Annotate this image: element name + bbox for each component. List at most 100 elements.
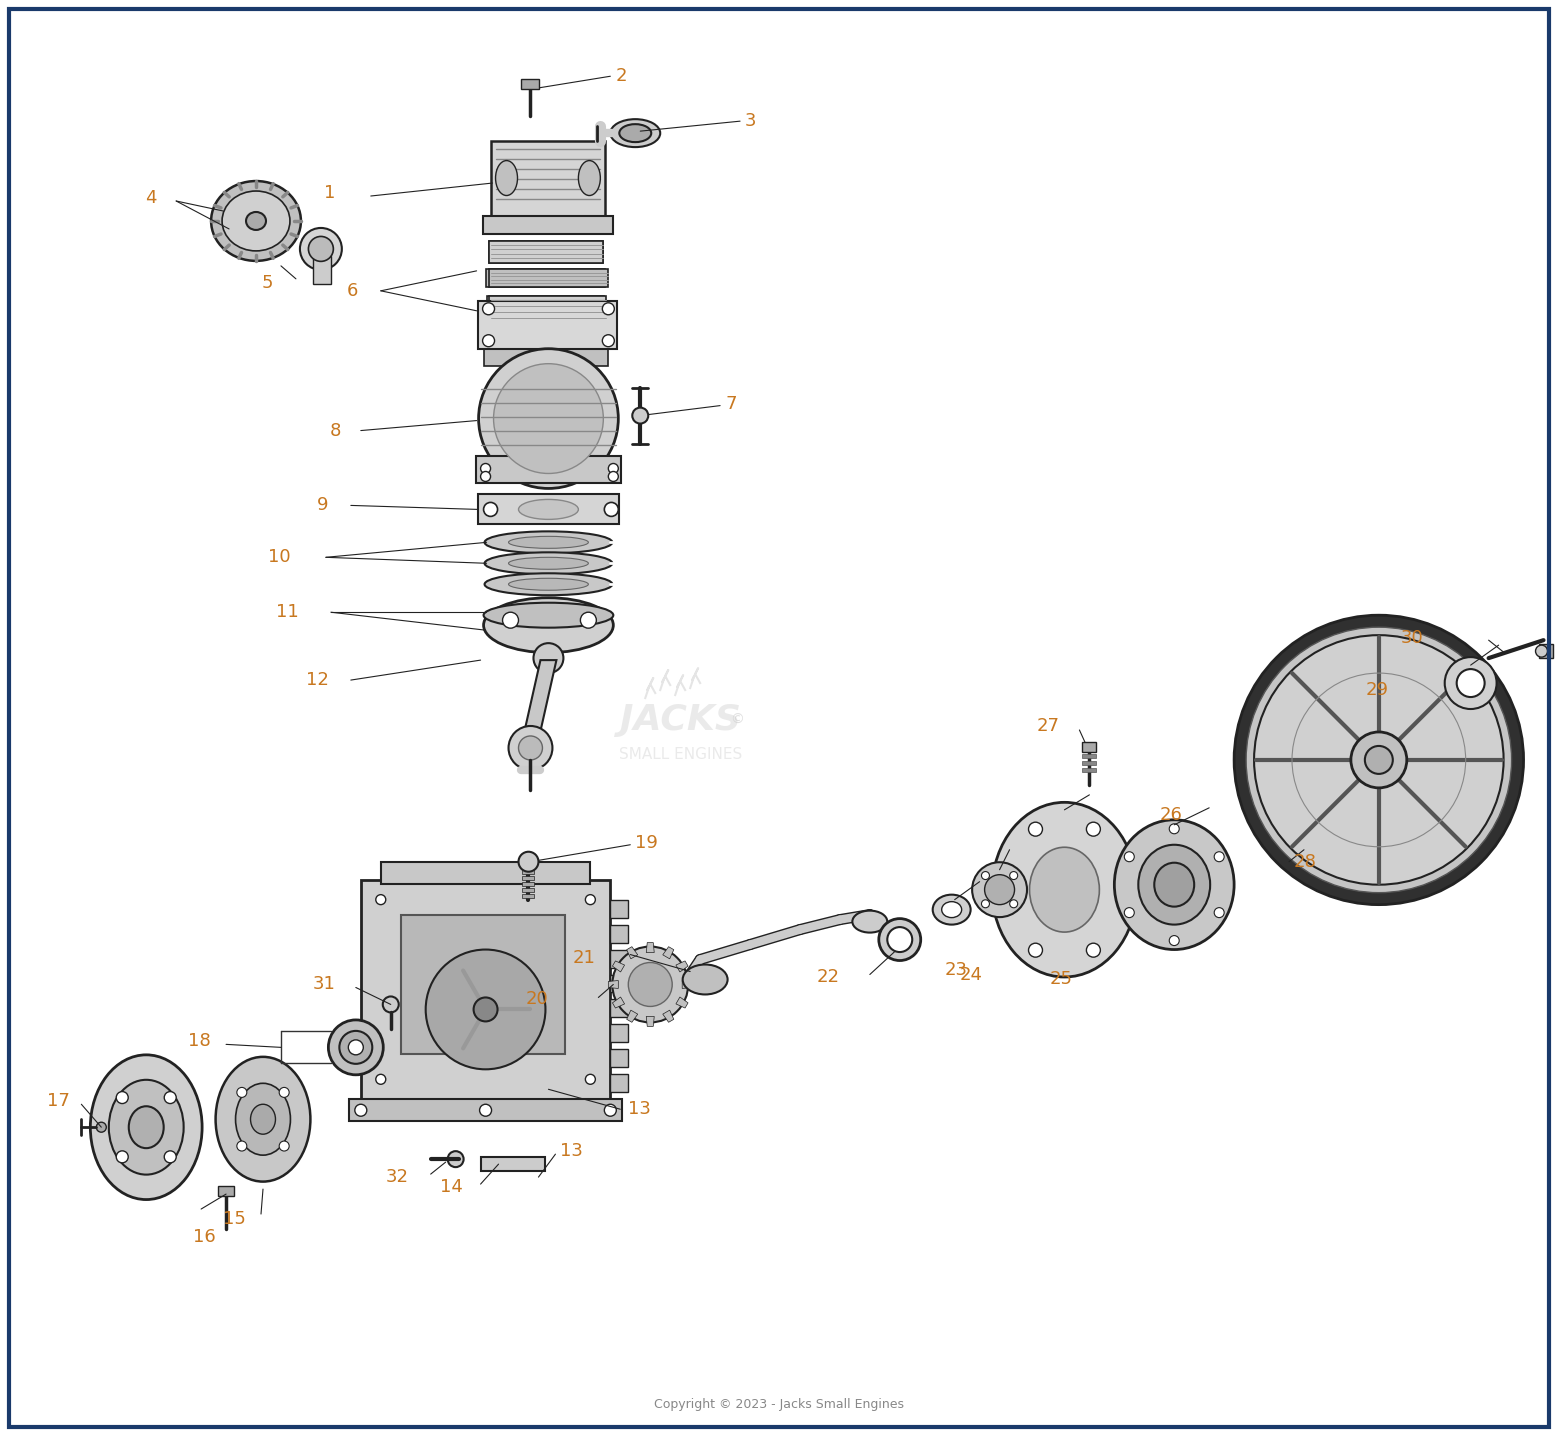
Bar bbox=[489, 269, 608, 287]
Circle shape bbox=[519, 737, 542, 760]
Text: 15: 15 bbox=[223, 1211, 246, 1228]
Circle shape bbox=[633, 408, 648, 424]
Text: 22: 22 bbox=[816, 968, 840, 987]
Bar bbox=[1083, 742, 1097, 752]
Polygon shape bbox=[676, 997, 689, 1008]
Text: 32: 32 bbox=[386, 1167, 408, 1186]
Circle shape bbox=[237, 1142, 246, 1152]
Circle shape bbox=[1000, 883, 1014, 896]
Circle shape bbox=[375, 1074, 386, 1084]
Text: 20: 20 bbox=[525, 991, 548, 1008]
Bar bbox=[1083, 761, 1097, 765]
Circle shape bbox=[1365, 745, 1393, 774]
Ellipse shape bbox=[483, 603, 614, 628]
Bar bbox=[611, 1050, 628, 1067]
Circle shape bbox=[1028, 943, 1042, 958]
Ellipse shape bbox=[933, 895, 971, 925]
Circle shape bbox=[519, 852, 539, 872]
Bar bbox=[483, 215, 614, 234]
Ellipse shape bbox=[246, 213, 266, 230]
Bar bbox=[489, 241, 603, 263]
Ellipse shape bbox=[90, 1055, 203, 1199]
Ellipse shape bbox=[329, 1020, 383, 1074]
Circle shape bbox=[279, 1087, 290, 1097]
Bar bbox=[313, 256, 330, 284]
Text: 19: 19 bbox=[636, 834, 657, 852]
Circle shape bbox=[483, 335, 494, 346]
Ellipse shape bbox=[682, 965, 728, 995]
Circle shape bbox=[1086, 823, 1100, 836]
Circle shape bbox=[586, 895, 595, 905]
Polygon shape bbox=[682, 981, 692, 988]
Ellipse shape bbox=[251, 1104, 276, 1134]
Text: 8: 8 bbox=[329, 422, 341, 439]
Circle shape bbox=[478, 349, 619, 488]
Polygon shape bbox=[662, 946, 673, 959]
Bar bbox=[1083, 768, 1097, 773]
Circle shape bbox=[1116, 883, 1130, 896]
Bar bbox=[361, 880, 611, 1100]
Circle shape bbox=[982, 900, 989, 908]
Circle shape bbox=[383, 997, 399, 1012]
Bar bbox=[218, 1186, 234, 1196]
Text: 7: 7 bbox=[724, 395, 737, 412]
Ellipse shape bbox=[483, 597, 614, 652]
Text: 16: 16 bbox=[193, 1228, 217, 1246]
Ellipse shape bbox=[508, 557, 589, 569]
Ellipse shape bbox=[223, 191, 290, 251]
Ellipse shape bbox=[888, 928, 913, 952]
Polygon shape bbox=[612, 961, 625, 972]
Text: 2: 2 bbox=[615, 67, 626, 85]
Circle shape bbox=[425, 949, 545, 1070]
Ellipse shape bbox=[1444, 658, 1497, 709]
Ellipse shape bbox=[941, 902, 961, 918]
Polygon shape bbox=[522, 661, 556, 740]
Ellipse shape bbox=[495, 161, 517, 195]
Circle shape bbox=[1254, 635, 1503, 885]
Circle shape bbox=[1168, 936, 1179, 945]
Circle shape bbox=[1351, 732, 1407, 788]
Bar bbox=[489, 296, 606, 323]
Ellipse shape bbox=[1139, 844, 1211, 925]
Text: 23: 23 bbox=[944, 961, 968, 978]
Circle shape bbox=[1125, 908, 1134, 918]
Circle shape bbox=[628, 962, 671, 1007]
Text: 3: 3 bbox=[745, 112, 757, 131]
Circle shape bbox=[375, 895, 386, 905]
Ellipse shape bbox=[109, 1080, 184, 1175]
Circle shape bbox=[603, 335, 614, 346]
Circle shape bbox=[605, 1104, 617, 1116]
Circle shape bbox=[1125, 852, 1134, 862]
Text: 10: 10 bbox=[268, 549, 291, 566]
Bar bbox=[475, 455, 622, 484]
Circle shape bbox=[1536, 645, 1547, 658]
Text: 5: 5 bbox=[262, 274, 273, 292]
Ellipse shape bbox=[235, 1083, 290, 1155]
Circle shape bbox=[480, 464, 491, 474]
Circle shape bbox=[480, 471, 491, 481]
Text: 25: 25 bbox=[1050, 971, 1072, 988]
Ellipse shape bbox=[340, 1031, 372, 1064]
Circle shape bbox=[503, 612, 519, 628]
Text: Copyright © 2023 - Jacks Small Engines: Copyright © 2023 - Jacks Small Engines bbox=[654, 1399, 904, 1412]
Polygon shape bbox=[608, 981, 619, 988]
Bar bbox=[611, 899, 628, 918]
Bar bbox=[611, 999, 628, 1018]
Circle shape bbox=[1010, 872, 1017, 879]
Text: 28: 28 bbox=[1295, 853, 1317, 870]
Circle shape bbox=[117, 1150, 128, 1163]
Polygon shape bbox=[626, 946, 637, 959]
Circle shape bbox=[608, 471, 619, 481]
Circle shape bbox=[581, 612, 597, 628]
Bar bbox=[611, 949, 628, 968]
Bar bbox=[1539, 645, 1552, 658]
Polygon shape bbox=[612, 997, 625, 1008]
Ellipse shape bbox=[1114, 820, 1234, 949]
Ellipse shape bbox=[349, 1040, 363, 1055]
Text: 21: 21 bbox=[572, 949, 595, 966]
Circle shape bbox=[533, 643, 564, 673]
Ellipse shape bbox=[485, 573, 612, 596]
Text: 31: 31 bbox=[313, 975, 337, 994]
Text: 13: 13 bbox=[628, 1100, 651, 1119]
Bar bbox=[522, 79, 539, 89]
